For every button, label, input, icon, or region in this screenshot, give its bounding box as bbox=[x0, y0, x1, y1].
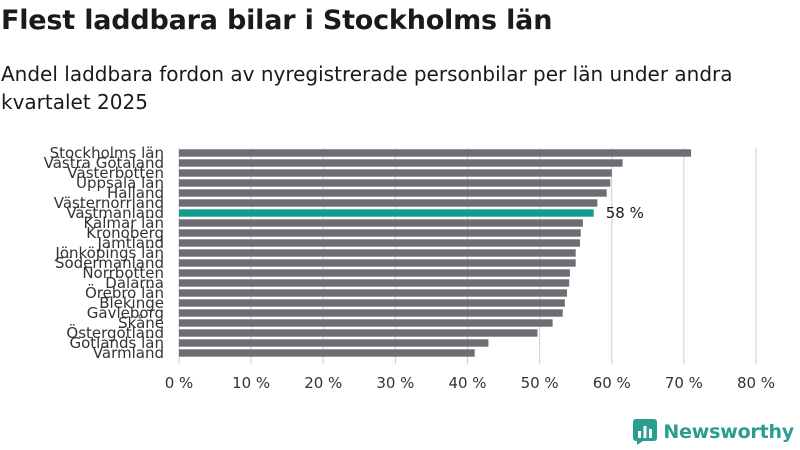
bar bbox=[179, 209, 594, 217]
category-label: Jönköpings län bbox=[54, 244, 164, 262]
chart-subtitle: Andel laddbara fordon av nyregistrerade … bbox=[1, 62, 733, 114]
bar bbox=[179, 239, 581, 247]
category-label: Västmanland bbox=[66, 204, 164, 222]
bar bbox=[179, 199, 598, 207]
x-tick-label: 0 % bbox=[165, 374, 194, 392]
bars bbox=[179, 149, 692, 357]
category-label: Västernorrland bbox=[54, 194, 164, 212]
category-label: Jämtland bbox=[97, 234, 165, 252]
bar bbox=[179, 269, 570, 277]
bar bbox=[179, 329, 538, 337]
x-tick-label: 20 % bbox=[304, 374, 342, 392]
bar bbox=[179, 189, 607, 197]
category-label: Skåne bbox=[118, 314, 164, 332]
category-label: Östergötland bbox=[66, 323, 164, 342]
bar bbox=[179, 149, 692, 157]
bar bbox=[179, 229, 581, 237]
x-tick-label: 50 % bbox=[521, 374, 559, 392]
category-label: Södermanland bbox=[55, 254, 164, 272]
category-label: Halland bbox=[107, 184, 164, 202]
category-label: Örebro län bbox=[85, 283, 164, 302]
category-label: Kalmar län bbox=[83, 214, 164, 232]
brand-logo: Newsworthy bbox=[633, 419, 794, 445]
x-tick-label: 10 % bbox=[232, 374, 270, 392]
bar bbox=[179, 309, 563, 317]
x-tick-label: 80 % bbox=[737, 374, 775, 392]
bar bbox=[179, 159, 623, 167]
bar bbox=[179, 299, 565, 307]
bar bbox=[179, 249, 576, 257]
category-label: Västra Götaland bbox=[44, 154, 164, 172]
category-label: Norrbotten bbox=[82, 264, 164, 282]
category-label: Gävleborg bbox=[87, 304, 164, 322]
bar bbox=[179, 169, 612, 177]
bar bbox=[179, 289, 568, 297]
x-tick-label: 70 % bbox=[665, 374, 703, 392]
bar bbox=[179, 349, 475, 357]
category-label: Värmland bbox=[93, 344, 164, 362]
category-label: Västerbotten bbox=[67, 164, 164, 182]
x-tick-label: 40 % bbox=[448, 374, 486, 392]
category-label: Kronoberg bbox=[86, 224, 164, 242]
category-label: Gotlands län bbox=[69, 334, 164, 352]
bar bbox=[179, 279, 570, 287]
bar bbox=[179, 259, 576, 267]
bar bbox=[179, 339, 489, 347]
category-label: Uppsala län bbox=[76, 174, 164, 192]
category-label: Blekinge bbox=[99, 294, 164, 312]
x-axis-ticks: 0 % 10 % 20 % 30 % 40 % 50 % 60 % 70 % 80 % bbox=[165, 374, 775, 392]
category-label: Stockholms län bbox=[50, 144, 164, 162]
x-tick-label: 30 % bbox=[376, 374, 414, 392]
bar bbox=[179, 219, 583, 227]
bar bbox=[179, 179, 611, 187]
bar-chart-logo-icon bbox=[633, 419, 658, 445]
brand-name: Newsworthy bbox=[663, 421, 794, 443]
category-label: Dalarna bbox=[105, 274, 164, 292]
bar bbox=[179, 319, 553, 327]
x-tick-label: 60 % bbox=[593, 374, 631, 392]
chart-title: Flest laddbara bilar i Stockholms län bbox=[1, 5, 553, 36]
highlight-value-label: 58 % bbox=[606, 204, 644, 222]
